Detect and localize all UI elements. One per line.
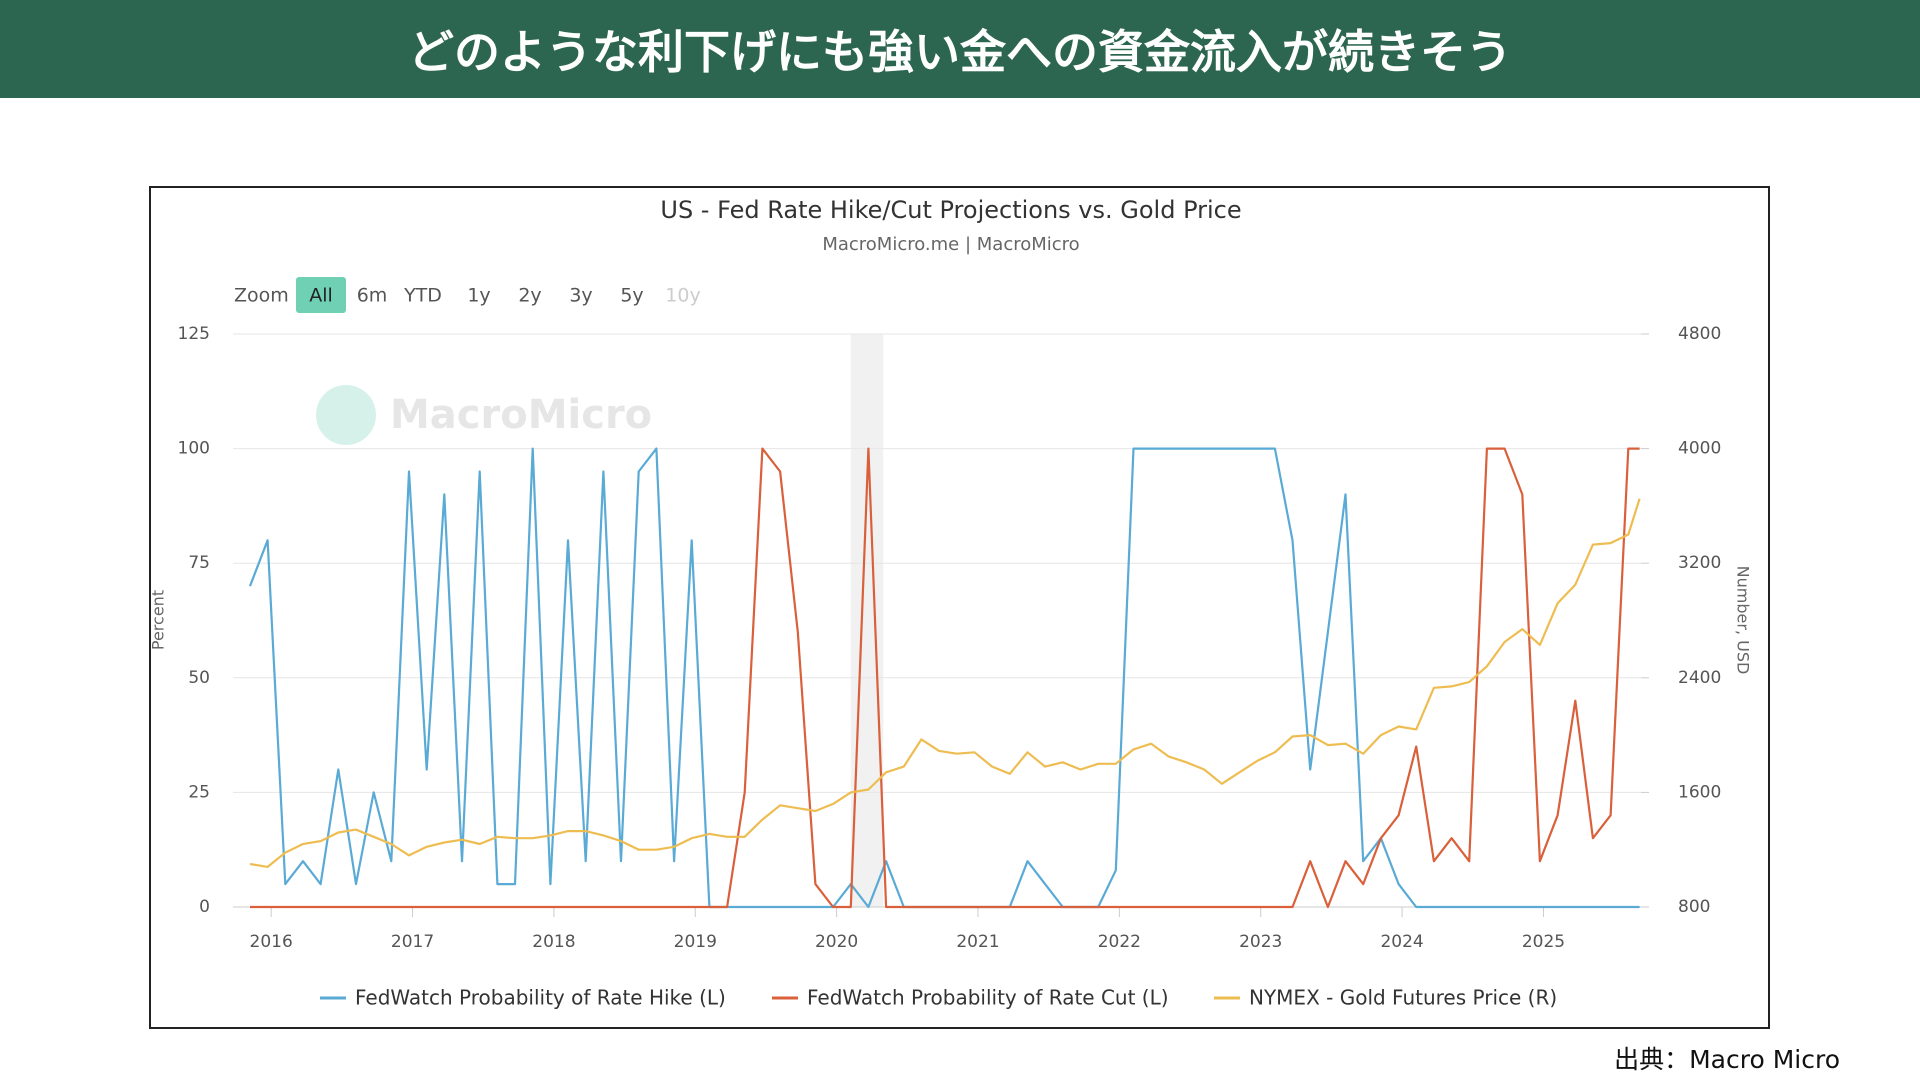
legend-entry: NYMEX - Gold Futures Price (R) (1249, 986, 1557, 1010)
x-tick-label: 2018 (532, 932, 575, 952)
watermark: MacroMicro (390, 392, 652, 438)
zoom-button-active[interactable] (296, 277, 346, 313)
x-tick-label: 2023 (1239, 932, 1282, 952)
y2-tick-label: 2400 (1678, 668, 1721, 688)
x-tick-label: 2021 (956, 932, 999, 952)
zoom-button[interactable]: 5y (620, 285, 643, 307)
x-tick-label: 2025 (1522, 932, 1565, 952)
y-tick-label: 50 (188, 668, 210, 688)
series-line (250, 447, 1640, 909)
shaded-range (850, 334, 884, 907)
zoom-button[interactable]: 3y (569, 285, 592, 307)
y-tick-label: 75 (188, 553, 210, 573)
chart-subtitle: MacroMicro.me | MacroMicro (822, 234, 1079, 255)
x-tick-label: 2022 (1098, 932, 1141, 952)
chart-title: US - Fed Rate Hike/Cut Projections vs. G… (660, 196, 1241, 224)
header-title: どのような利下げにも強い金への資金流入が続きそう (0, 0, 1920, 98)
legend-entry: FedWatch Probability of Rate Hike (L) (355, 986, 726, 1010)
chart: US - Fed Rate Hike/Cut Projections vs. G… (149, 186, 1770, 1029)
y2-tick-label: 4800 (1678, 324, 1721, 344)
y-tick-label: 25 (188, 782, 210, 802)
zoom-button[interactable]: YTD (403, 285, 442, 307)
watermark-logo (316, 385, 376, 445)
zoom-button[interactable]: 10y (665, 285, 700, 307)
x-tick-label: 2017 (391, 932, 434, 952)
x-tick-label: 2016 (250, 932, 293, 952)
source: 出典：Macro Micro (1614, 1045, 1840, 1074)
zoom-button[interactable]: 1y (467, 285, 490, 307)
y2-tick-label: 3200 (1678, 553, 1721, 573)
series-line (249, 498, 1641, 869)
zoom-button[interactable]: All (309, 285, 333, 307)
zoom-button[interactable]: 2y (518, 285, 541, 307)
y2-axis-label: Number, USD (1734, 566, 1753, 675)
zoom-button[interactable]: 6m (357, 285, 388, 307)
x-tick-label: 2024 (1380, 932, 1423, 952)
x-tick-label: 2020 (815, 932, 858, 952)
legend-entry: FedWatch Probability of Rate Cut (L) (807, 986, 1169, 1010)
y-tick-label: 125 (178, 324, 210, 344)
zoom-label: Zoom (234, 285, 289, 307)
y-axis-label: Percent (149, 590, 168, 650)
chart-frame (149, 186, 1770, 1029)
y2-tick-label: 1600 (1678, 782, 1721, 802)
x-tick-label: 2019 (674, 932, 717, 952)
y2-tick-label: 4000 (1678, 439, 1721, 459)
y2-tick-label: 800 (1678, 897, 1710, 917)
y-tick-label: 0 (199, 897, 210, 917)
y-tick-label: 100 (178, 439, 210, 459)
